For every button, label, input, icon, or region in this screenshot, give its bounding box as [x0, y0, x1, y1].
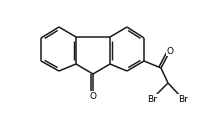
Text: O: O	[90, 92, 97, 101]
Text: O: O	[167, 47, 174, 56]
Text: Br: Br	[147, 95, 157, 104]
Text: Br: Br	[178, 95, 188, 104]
